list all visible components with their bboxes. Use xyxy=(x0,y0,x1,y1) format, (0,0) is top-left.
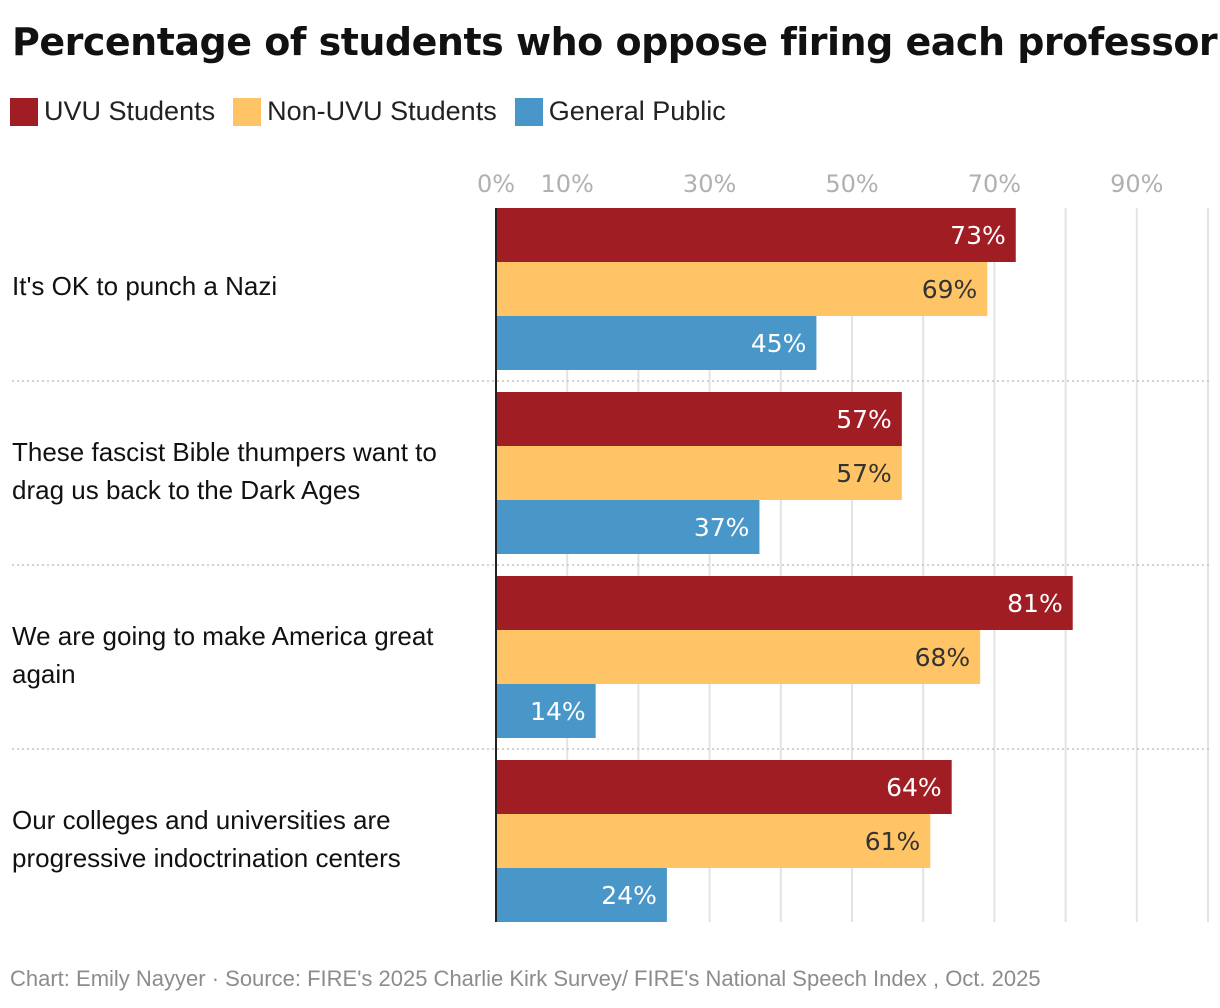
data-label: 81% xyxy=(1007,589,1063,618)
data-label: 45% xyxy=(751,329,807,358)
chart-title: Percentage of students who oppose firing… xyxy=(12,20,1218,64)
data-label: 68% xyxy=(915,643,971,672)
legend-label-uvu-students: UVU Students xyxy=(44,96,216,126)
legend-swatch-uvu-students xyxy=(10,97,38,126)
category-label: Our colleges and universities are progre… xyxy=(12,805,401,873)
category-label: These fascist Bible thumpers want to dra… xyxy=(12,437,437,505)
bar xyxy=(496,208,1016,262)
data-label: 73% xyxy=(950,221,1006,250)
x-tick-label: 10% xyxy=(541,170,594,198)
legend-label-non-uvu-students: Non-UVU Students xyxy=(267,96,497,126)
data-label: 24% xyxy=(601,881,657,910)
legend-item-uvu-students: UVU Students xyxy=(10,96,215,127)
legend-swatch-general-public xyxy=(514,97,543,126)
bar xyxy=(496,576,1073,630)
category-label: We are going to make America great again xyxy=(12,621,434,689)
bar xyxy=(496,760,952,814)
chart-footer: Chart: Emily Nayyer · Source: FIRE's 202… xyxy=(10,966,1041,991)
x-tick-label: 70% xyxy=(968,170,1021,198)
legend-swatch-non-uvu-students xyxy=(233,97,262,126)
bar xyxy=(496,500,760,554)
data-label: 57% xyxy=(836,405,892,434)
data-label: 64% xyxy=(886,773,942,802)
data-label: 37% xyxy=(694,513,750,542)
x-tick-label: 0% xyxy=(477,170,515,198)
bar xyxy=(496,446,902,500)
legend-label-general-public: General Public xyxy=(548,96,726,126)
category-label: It's OK to punch a Nazi xyxy=(12,271,278,301)
bar xyxy=(496,262,988,316)
x-tick-label: 30% xyxy=(683,170,736,198)
bar xyxy=(496,392,902,446)
bar xyxy=(496,316,817,370)
bar xyxy=(496,814,931,868)
bar xyxy=(496,630,981,684)
data-label: 69% xyxy=(922,275,978,304)
bar xyxy=(496,868,667,922)
legend-item-general-public: General Public xyxy=(514,96,726,127)
data-label: 14% xyxy=(530,697,586,726)
x-tick-label: 50% xyxy=(825,170,878,198)
x-tick-label: 90% xyxy=(1110,170,1163,198)
legend: UVU Students Non-UVU Students General Pu… xyxy=(10,96,744,127)
data-label: 57% xyxy=(836,459,892,488)
data-label: 61% xyxy=(865,827,921,856)
bar xyxy=(496,684,596,738)
legend-item-non-uvu-students: Non-UVU Students xyxy=(233,96,497,127)
